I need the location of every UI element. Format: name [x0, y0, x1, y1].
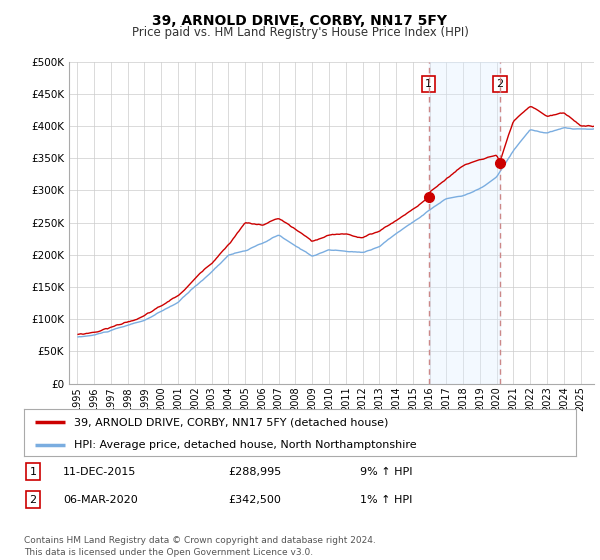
Text: 1: 1 — [29, 466, 37, 477]
Bar — [428, 62, 500, 384]
Text: 06-MAR-2020: 06-MAR-2020 — [63, 494, 138, 505]
Text: 39, ARNOLD DRIVE, CORBY, NN17 5FY (detached house): 39, ARNOLD DRIVE, CORBY, NN17 5FY (detac… — [74, 417, 388, 427]
Text: £342,500: £342,500 — [228, 494, 281, 505]
Text: 2: 2 — [496, 79, 503, 89]
Text: £288,995: £288,995 — [228, 466, 281, 477]
Text: 2: 2 — [29, 494, 37, 505]
Text: 11-DEC-2015: 11-DEC-2015 — [63, 466, 136, 477]
Text: 39, ARNOLD DRIVE, CORBY, NN17 5FY: 39, ARNOLD DRIVE, CORBY, NN17 5FY — [152, 14, 448, 28]
Text: Price paid vs. HM Land Registry's House Price Index (HPI): Price paid vs. HM Land Registry's House … — [131, 26, 469, 39]
Text: 1% ↑ HPI: 1% ↑ HPI — [360, 494, 412, 505]
Text: 9% ↑ HPI: 9% ↑ HPI — [360, 466, 413, 477]
Text: Contains HM Land Registry data © Crown copyright and database right 2024.
This d: Contains HM Land Registry data © Crown c… — [24, 536, 376, 557]
Text: HPI: Average price, detached house, North Northamptonshire: HPI: Average price, detached house, Nort… — [74, 440, 416, 450]
Text: 1: 1 — [425, 79, 432, 89]
